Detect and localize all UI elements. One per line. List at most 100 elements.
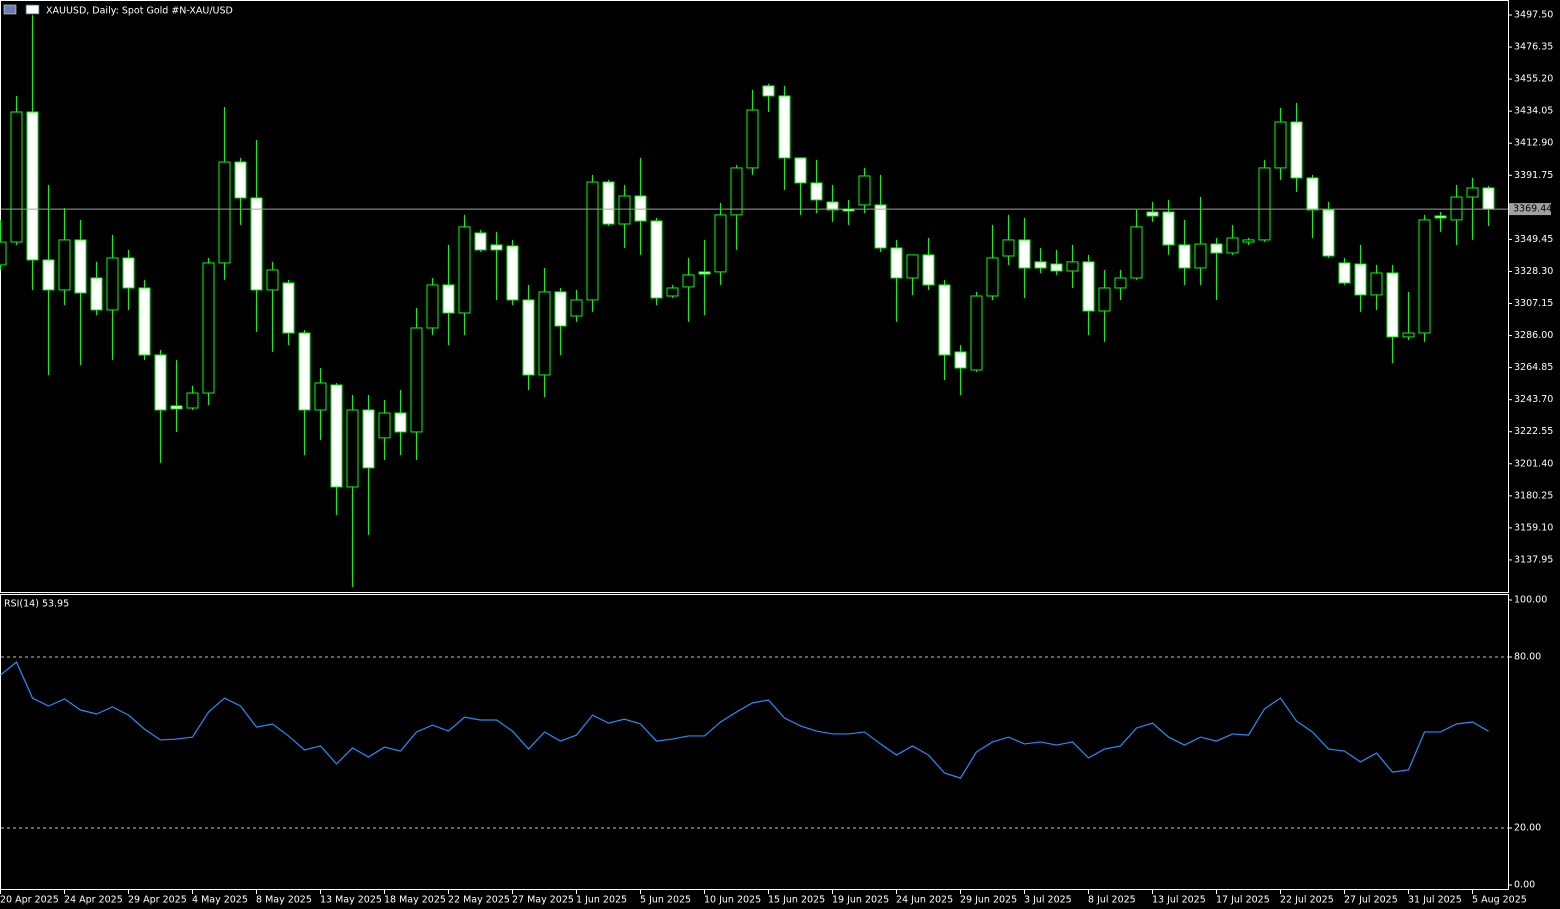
candle-body	[1370, 272, 1383, 296]
candle-body	[458, 226, 471, 314]
y-tick-label: 3391.75	[1514, 170, 1553, 181]
candle-body	[1210, 243, 1223, 254]
candle-body	[106, 257, 119, 311]
candle-body	[970, 295, 983, 371]
candle-body	[858, 175, 871, 206]
y-tick-label: 3476.35	[1514, 42, 1553, 53]
x-tick-label: 29 Jun 2025	[960, 895, 1017, 906]
y-tick-label: 3497.50	[1514, 10, 1553, 21]
candle-body	[1114, 277, 1127, 289]
candle-body	[1050, 263, 1063, 272]
price-panel-frame	[0, 0, 1509, 593]
candle-body	[1386, 272, 1399, 338]
candle-body	[1306, 177, 1319, 211]
candle-body	[1418, 219, 1431, 334]
x-tick-label: 20 Apr 2025	[0, 895, 59, 906]
candle-body	[1402, 332, 1415, 338]
candle-body	[1226, 237, 1239, 254]
candle-body	[314, 382, 327, 411]
candle-body	[1002, 239, 1015, 257]
x-tick-label: 17 Jul 2025	[1216, 895, 1270, 906]
candle-body	[1354, 263, 1367, 296]
candle-body	[0, 241, 7, 266]
x-tick-label: 29 Apr 2025	[128, 895, 187, 906]
candle-body	[1450, 196, 1463, 221]
y-tick-label: 80.00	[1514, 652, 1541, 663]
x-tick-label: 10 Jun 2025	[704, 895, 761, 906]
candle-body	[906, 254, 919, 279]
candle-body	[42, 259, 55, 291]
x-tick-label: 24 Jun 2025	[896, 895, 953, 906]
candle-body	[650, 220, 663, 299]
candle-body	[922, 254, 935, 286]
indicator-title: RSI(14) 53.95	[4, 599, 69, 610]
x-tick-label: 24 Apr 2025	[64, 895, 123, 906]
x-tick-label: 3 Jul 2025	[1024, 895, 1072, 906]
y-tick-label: 3137.95	[1514, 554, 1553, 565]
x-tick-label: 13 Jul 2025	[1152, 895, 1206, 906]
candle-body	[170, 405, 183, 410]
symbol-icon[interactable]	[25, 4, 40, 15]
candle-body	[1466, 187, 1479, 198]
x-tick-label: 4 May 2025	[192, 895, 248, 906]
x-tick-label: 22 May 2025	[448, 895, 510, 906]
x-tick-label: 18 May 2025	[384, 895, 446, 906]
candle-body	[474, 232, 487, 251]
candle-body	[666, 287, 679, 297]
candle-body	[682, 274, 695, 288]
y-tick-label: 3307.15	[1514, 298, 1553, 309]
plot: 3497.50 3476.35 3455.20 3434.05 3412.90 3391.…	[0, 10, 1553, 906]
candle-body	[410, 327, 423, 433]
candle-body	[634, 195, 647, 222]
candle-body	[330, 384, 343, 488]
candle-body	[1146, 211, 1159, 217]
candle-body	[138, 287, 151, 356]
y-tick-label: 3455.20	[1514, 74, 1553, 85]
x-tick-label: 19 Jun 2025	[832, 895, 889, 906]
candle-body	[74, 239, 87, 294]
candle-body	[202, 262, 215, 394]
candle-body	[362, 409, 375, 469]
x-tick-label: 27 Jul 2025	[1344, 895, 1398, 906]
x-tick-label: 5 Jun 2025	[640, 895, 691, 906]
candle-body	[826, 201, 839, 211]
current-price-box	[1509, 203, 1551, 216]
candle-body	[282, 282, 295, 334]
y-tick-label: 3222.55	[1514, 426, 1553, 437]
candle-body	[1258, 167, 1271, 241]
y-tick-label: 3201.40	[1514, 458, 1553, 469]
menu-icon[interactable]	[3, 4, 17, 15]
y-tick-label: 3180.25	[1514, 490, 1553, 501]
chart-title: XAUUSD, Daily: Spot Gold #N-XAU/USD	[46, 6, 233, 17]
x-tick-label: 15 Jun 2025	[768, 895, 825, 906]
candle-body	[602, 181, 615, 225]
candle-body	[1242, 239, 1255, 243]
rsi-line	[0, 661, 1489, 779]
x-tick-label: 8 Jul 2025	[1088, 895, 1136, 906]
candle-body	[1290, 121, 1303, 179]
candle-body	[186, 392, 199, 409]
candle-body	[1338, 262, 1351, 284]
candle-body	[1018, 239, 1031, 269]
candle-body	[266, 269, 279, 291]
candle-body	[762, 85, 775, 97]
candle-body	[1034, 261, 1047, 269]
candle-body	[890, 247, 903, 279]
candle-body	[1082, 261, 1095, 312]
y-tick-label: 3328.30	[1514, 266, 1553, 277]
x-tick-label: 31 Jul 2025	[1408, 895, 1462, 906]
candle-body	[218, 161, 231, 264]
y-tick-label: 0.00	[1514, 880, 1535, 891]
candle-body	[746, 109, 759, 169]
candle-body	[506, 245, 519, 301]
candle-body	[58, 239, 71, 291]
candle-body	[1274, 121, 1287, 169]
candle-body	[234, 161, 247, 199]
candle-body	[938, 284, 951, 356]
candle-body	[954, 351, 967, 369]
candle-body	[26, 111, 39, 261]
candle-body	[1162, 211, 1175, 246]
candle-body	[426, 284, 439, 329]
candle-body	[250, 197, 263, 291]
